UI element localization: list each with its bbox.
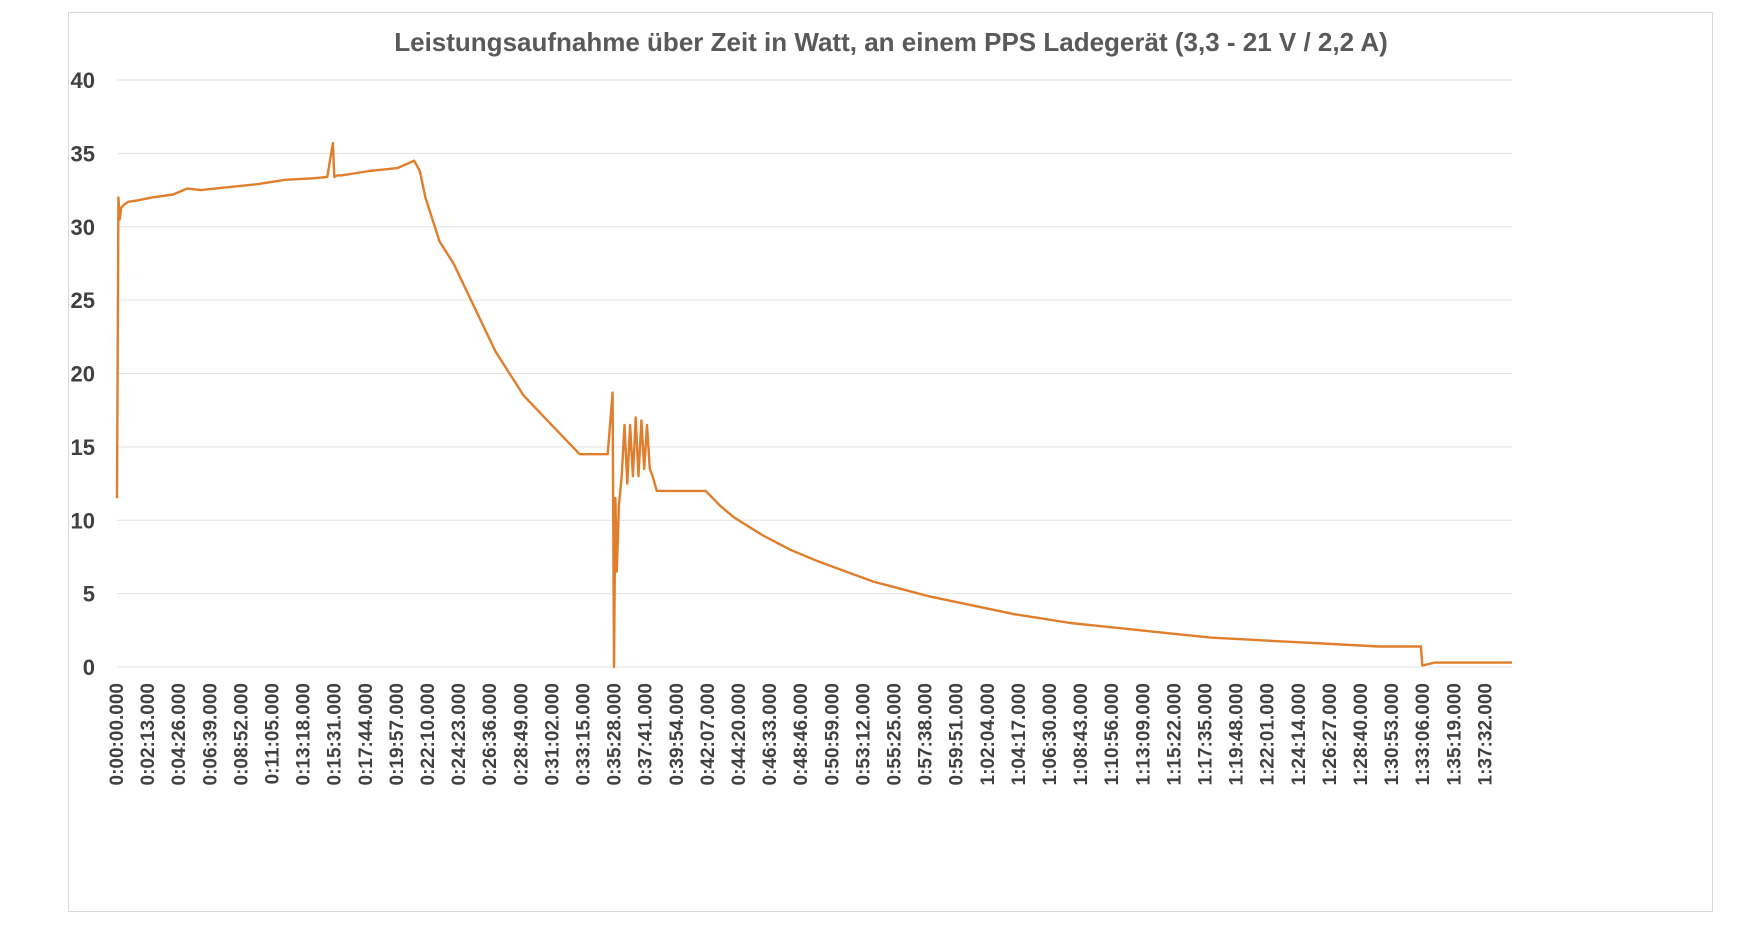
x-tick-label: 0:33:15.000 <box>574 683 595 785</box>
x-tick-label: 0:24:23.000 <box>449 683 470 785</box>
y-axis-tick-labels: 0 5 10 15 20 25 30 35 40 <box>71 68 95 680</box>
x-tick-label: 0:13:18.000 <box>294 683 315 785</box>
x-tick-label: 0:37:41.000 <box>636 683 657 785</box>
x-tick-label: 1:24:14.000 <box>1289 683 1310 785</box>
series-layer <box>115 141 1512 669</box>
x-tick-label: 0:31:02.000 <box>542 683 563 785</box>
x-tick-label: 0:19:57.000 <box>387 683 408 785</box>
x-tick-label: 0:59:51.000 <box>947 683 968 785</box>
x-tick-label: 0:11:05.000 <box>263 683 284 784</box>
x-tick-label: 1:10:56.000 <box>1102 683 1123 785</box>
x-tick-label: 0:44:20.000 <box>729 683 750 785</box>
x-tick-label: 0:35:28.000 <box>605 683 626 785</box>
x-tick-label: 0:15:31.000 <box>325 683 346 785</box>
x-tick-label: 1:19:48.000 <box>1227 683 1248 785</box>
x-tick-label: 0:57:38.000 <box>916 683 937 785</box>
x-tick-label: 1:08:43.000 <box>1071 683 1092 785</box>
y-tick-label: 30 <box>71 215 95 240</box>
x-tick-label: 1:26:27.000 <box>1320 683 1341 785</box>
x-tick-label: 0:55:25.000 <box>885 683 906 785</box>
x-tick-label: 0:17:44.000 <box>356 683 377 785</box>
x-tick-label: 0:04:26.000 <box>169 683 190 785</box>
line-chart: Leistungsaufnahme über Zeit in Watt, an … <box>71 27 1512 785</box>
y-tick-label: 40 <box>71 68 95 93</box>
x-tick-label: 0:08:52.000 <box>231 683 252 785</box>
y-tick-label: 15 <box>71 435 95 460</box>
chart-frame: Leistungsaufnahme über Zeit in Watt, an … <box>68 12 1713 912</box>
x-tick-label: 0:42:07.000 <box>698 683 719 785</box>
x-tick-label: 1:22:01.000 <box>1258 683 1279 785</box>
y-tick-label: 10 <box>71 508 95 533</box>
x-tick-label: 0:28:49.000 <box>511 683 532 785</box>
x-axis-tick-labels: 0:00:00.000 0:02:13.000 0:04:26.000 0:06:39… <box>107 683 1496 785</box>
x-tick-label: 1:37:32.000 <box>1475 683 1496 785</box>
series-line-0 <box>115 141 1512 669</box>
x-tick-label: 1:15:22.000 <box>1164 683 1185 785</box>
x-tick-label: 1:28:40.000 <box>1351 683 1372 785</box>
gridlines <box>117 79 1512 668</box>
x-tick-label: 0:22:10.000 <box>418 683 439 785</box>
x-tick-label: 0:46:33.000 <box>760 683 781 785</box>
chart-title: Leistungsaufnahme über Zeit in Watt, an … <box>394 27 1388 57</box>
x-tick-label: 0:02:13.000 <box>138 683 159 785</box>
x-tick-label: 0:00:00.000 <box>107 683 128 785</box>
x-tick-label: 1:13:09.000 <box>1133 683 1154 785</box>
x-tick-label: 0:39:54.000 <box>667 683 688 785</box>
x-tick-label: 1:02:04.000 <box>978 683 999 785</box>
x-tick-label: 0:26:36.000 <box>480 683 501 785</box>
y-tick-label: 25 <box>71 288 95 313</box>
x-tick-label: 1:30:53.000 <box>1382 683 1403 785</box>
y-tick-label: 0 <box>83 655 95 680</box>
x-tick-label: 1:06:30.000 <box>1040 683 1061 785</box>
x-tick-label: 0:50:59.000 <box>822 683 843 785</box>
x-tick-label: 1:04:17.000 <box>1009 683 1030 785</box>
x-tick-label: 1:35:19.000 <box>1444 683 1465 785</box>
x-tick-label: 0:06:39.000 <box>200 683 221 785</box>
y-tick-label: 20 <box>71 362 95 387</box>
x-tick-label: 0:53:12.000 <box>853 683 874 785</box>
x-tick-label: 1:33:06.000 <box>1413 683 1434 785</box>
x-tick-label: 0:48:46.000 <box>791 683 812 785</box>
y-tick-label: 5 <box>83 582 95 607</box>
y-tick-label: 35 <box>71 141 95 166</box>
x-tick-label: 1:17:35.000 <box>1196 683 1217 785</box>
